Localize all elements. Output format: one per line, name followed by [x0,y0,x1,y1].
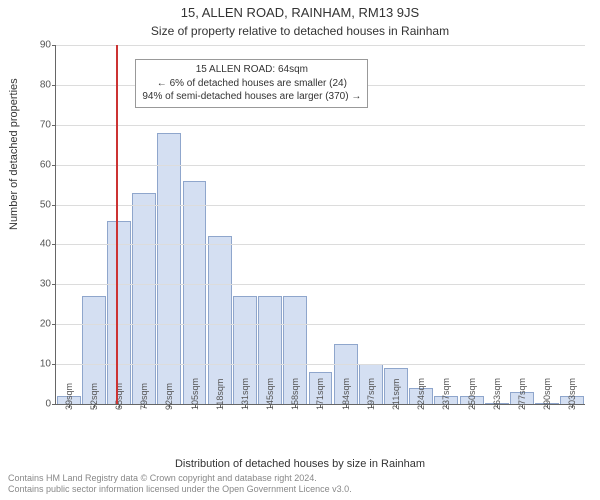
x-axis-label: Distribution of detached houses by size … [0,458,600,470]
histogram-bar [132,193,156,404]
xtick-label: 277sqm [517,378,527,410]
bar-slot: 277sqm [509,45,534,404]
gridline [56,284,585,285]
ytick-mark [52,284,56,285]
chart-subtitle: Size of property relative to detached ho… [0,24,600,38]
xtick-label: 105sqm [190,378,200,410]
xtick-label: 303sqm [567,378,577,410]
ytick-label: 40 [26,239,51,250]
ytick-label: 20 [26,319,51,330]
xtick-label: 237sqm [441,378,451,410]
ytick-mark [52,324,56,325]
footer-line-1: Contains HM Land Registry data © Crown c… [8,473,592,484]
ytick-mark [52,244,56,245]
xtick-label: 92sqm [164,383,174,410]
footer-line-2: Contains public sector information licen… [8,484,592,495]
xtick-label: 131sqm [240,378,250,410]
ytick-label: 50 [26,199,51,210]
ytick-label: 70 [26,119,51,130]
gridline [56,45,585,46]
bar-slot: 237sqm [434,45,459,404]
gridline [56,244,585,245]
xtick-label: 52sqm [89,383,99,410]
ytick-mark [52,45,56,46]
gridline [56,205,585,206]
bar-slot: 65sqm [106,45,131,404]
bar-slot: 224sqm [409,45,434,404]
bar-slot: 263sqm [484,45,509,404]
xtick-label: 158sqm [290,378,300,410]
xtick-label: 250sqm [467,378,477,410]
xtick-label: 290sqm [542,378,552,410]
xtick-label: 184sqm [341,378,351,410]
xtick-label: 197sqm [366,378,376,410]
annotation-line-2: ← 6% of detached houses are smaller (24) [142,77,361,91]
ytick-mark [52,85,56,86]
ytick-label: 10 [26,359,51,370]
gridline [56,324,585,325]
xtick-label: 263sqm [492,378,502,410]
annotation-line-1: 15 ALLEN ROAD: 64sqm [142,63,361,77]
xtick-label: 145sqm [265,378,275,410]
bar-slot: 290sqm [535,45,560,404]
ytick-mark [52,125,56,126]
plot-area: 39sqm52sqm65sqm79sqm92sqm105sqm118sqm131… [55,45,585,405]
annotation-box: 15 ALLEN ROAD: 64sqm← 6% of detached hou… [135,59,368,108]
annotation-line-3: 94% of semi-detached houses are larger (… [142,90,361,104]
ytick-mark [52,165,56,166]
histogram-bar [107,221,131,404]
bar-slot: 303sqm [560,45,585,404]
ytick-label: 30 [26,279,51,290]
ytick-label: 80 [26,79,51,90]
ytick-mark [52,404,56,405]
xtick-label: 171sqm [315,378,325,410]
bar-slot: 39sqm [56,45,81,404]
gridline [56,165,585,166]
gridline [56,125,585,126]
subject-marker-line [116,45,118,404]
footer-attribution: Contains HM Land Registry data © Crown c… [0,470,600,500]
xtick-label: 211sqm [391,379,401,410]
bar-slot: 52sqm [81,45,106,404]
xtick-label: 79sqm [139,383,149,410]
xtick-label: 224sqm [416,378,426,410]
bar-slot: 211sqm [383,45,408,404]
y-axis-label: Number of detached properties [8,78,20,230]
xtick-label: 39sqm [64,383,74,410]
ytick-mark [52,364,56,365]
ytick-label: 0 [26,399,51,410]
chart-title: 15, ALLEN ROAD, RAINHAM, RM13 9JS [0,5,600,20]
ytick-label: 90 [26,40,51,51]
histogram-bar [183,181,207,404]
gridline [56,364,585,365]
ytick-mark [52,205,56,206]
bar-slot: 250sqm [459,45,484,404]
ytick-label: 60 [26,159,51,170]
xtick-label: 118sqm [215,379,225,410]
